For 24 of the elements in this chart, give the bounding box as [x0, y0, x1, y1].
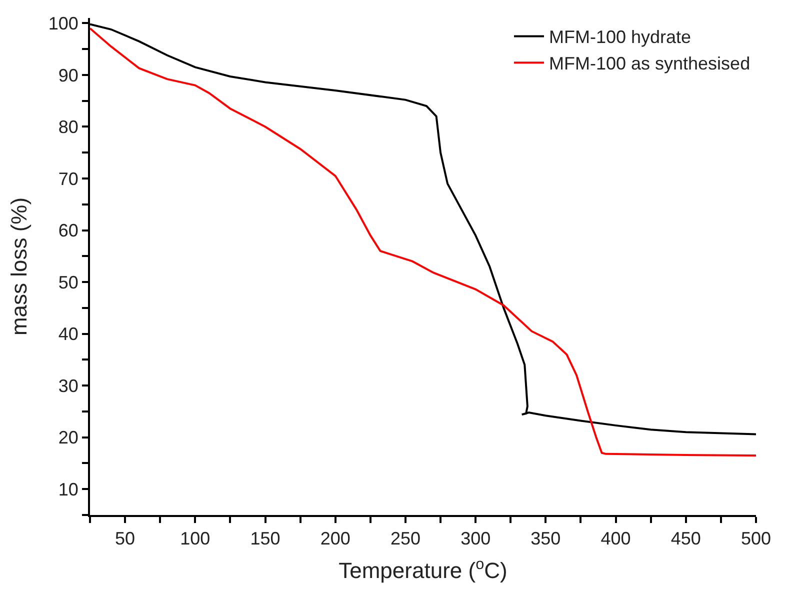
x-tick-label: 200 — [320, 528, 350, 549]
x-tick-label: 350 — [530, 528, 561, 549]
x-tick-label: 400 — [600, 528, 631, 549]
y-tick-label: 20 — [58, 428, 78, 448]
y-tick-label: 50 — [58, 272, 78, 292]
y-tick-label: 80 — [58, 117, 78, 138]
y-tick-label: 10 — [58, 479, 78, 500]
x-axis-title: Temperature ($^{o}$C) — [338, 556, 508, 583]
y-tick-label: 100 — [48, 13, 78, 34]
y-tick-label: 60 — [58, 220, 78, 241]
y-axis-title: mass loss (%) — [6, 197, 32, 336]
legend-label: MFM-100 hydrate — [549, 27, 692, 48]
y-tick-label: 70 — [58, 168, 78, 189]
y-tick-label: 30 — [58, 376, 78, 396]
y-tick-label: 40 — [58, 324, 78, 344]
x-tick-label: 300 — [460, 528, 491, 549]
x-tick-label: 50 — [115, 528, 136, 549]
y-tick-label: 90 — [58, 65, 78, 86]
x-tick-label: 450 — [670, 528, 701, 549]
x-tick-label: 250 — [390, 528, 420, 549]
legend-label: MFM-100 as synthesised — [549, 54, 750, 74]
x-tick-label: 500 — [740, 528, 772, 549]
x-tick-label: 100 — [180, 528, 210, 549]
x-tick-label: 150 — [250, 528, 280, 549]
